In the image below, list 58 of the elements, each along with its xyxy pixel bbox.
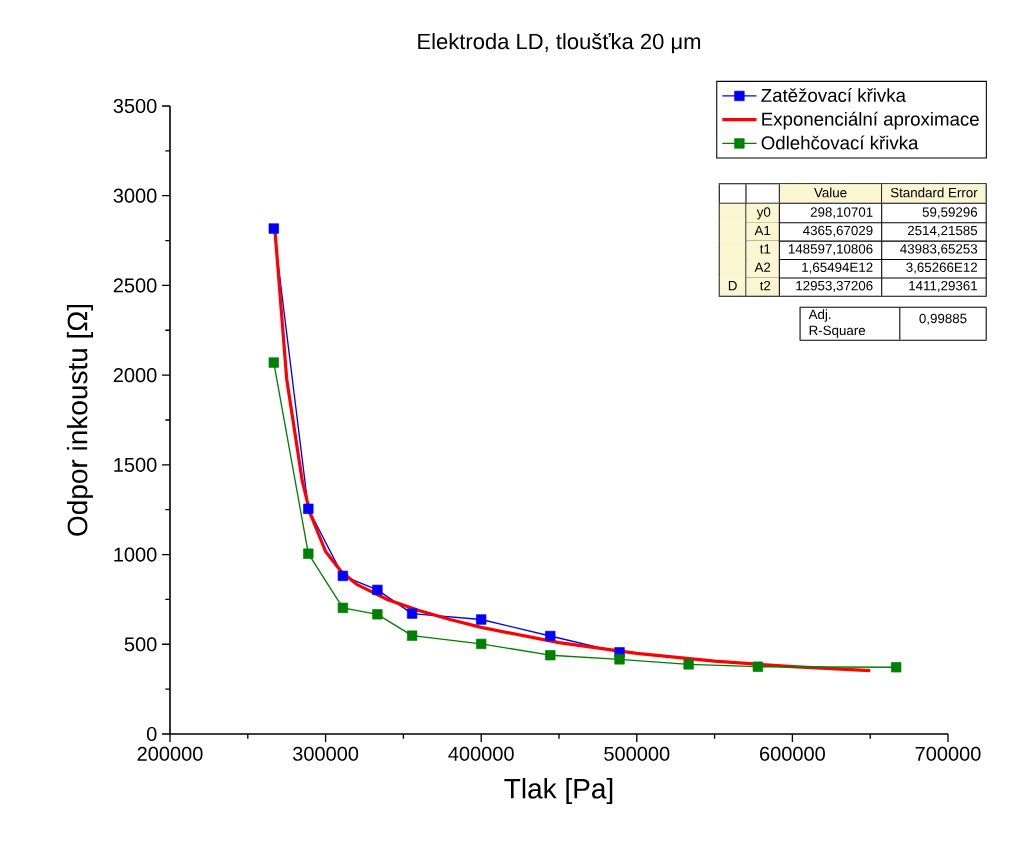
point [683, 659, 694, 670]
y-tick-label: 2000 [113, 368, 157, 383]
annotation: 1,65494E12 [802, 262, 873, 274]
point [545, 650, 556, 661]
point [476, 638, 487, 650]
y-tick-label: 3500 [113, 98, 157, 114]
y-tick-label: 1500 [114, 457, 157, 472]
x-tick-label: 300000 [292, 746, 359, 761]
annotation: Adj. R-Square [808, 309, 866, 338]
annotation: t2 [759, 280, 771, 291]
point [406, 608, 418, 619]
annotation: 59,59296 [922, 207, 978, 219]
annotation: 43983,65253 [900, 244, 978, 256]
point [545, 630, 556, 642]
point [476, 614, 487, 625]
annotation: 298,10701 [810, 207, 873, 219]
point [406, 630, 418, 641]
y-axis-title: Odpor inkoustu [Ω] [66, 304, 93, 536]
point [268, 223, 279, 234]
annotation: y0 [756, 207, 771, 220]
annotation: t1 [759, 244, 771, 254]
annotation: A1 [754, 225, 771, 236]
annotation: 4365,67029 [803, 225, 873, 237]
annotation: Standard Error [890, 187, 978, 198]
annotation: 3,65266E12 [906, 262, 977, 274]
x-tick-label: 400000 [448, 746, 514, 761]
legend-label: Odlehčovací křivka [761, 135, 919, 150]
x-tick-label: 200000 [137, 746, 203, 761]
y-tick-label: 0 [146, 726, 157, 742]
legend-label: Exponenciální aproximace [762, 111, 979, 130]
annotation: 0,99885 [919, 313, 967, 325]
point [337, 602, 349, 613]
annotation: D [728, 281, 737, 291]
point [752, 661, 763, 672]
annotation: 148597,10806 [788, 244, 873, 256]
annotation: Value [814, 187, 847, 198]
point [303, 503, 314, 514]
point [303, 548, 314, 559]
annotation: A2 [754, 262, 771, 272]
annotation: 12953,37206 [796, 280, 873, 292]
point [372, 584, 383, 596]
y-tick-label: 2500 [113, 278, 157, 293]
y-tick-label: 3000 [113, 188, 157, 203]
point [614, 654, 625, 665]
legend-label: Zatěžovací křivka [761, 88, 906, 103]
point [891, 662, 902, 673]
x-tick-label: 600000 [760, 746, 825, 761]
x-tick-label: 500000 [604, 746, 670, 761]
point [337, 570, 349, 582]
point [268, 357, 279, 368]
annotation: 2514,21585 [907, 225, 978, 237]
y-tick-label: 500 [124, 637, 157, 652]
x-axis-title: Tlak [Pa] [504, 778, 613, 805]
chart-title: Elektroda LD, tloušťka 20 μm [418, 33, 701, 54]
annotation: 1411,29361 [909, 280, 978, 292]
x-tick-label: 700000 [915, 746, 981, 761]
y-tick-label: 1000 [114, 547, 157, 562]
point [372, 609, 383, 620]
